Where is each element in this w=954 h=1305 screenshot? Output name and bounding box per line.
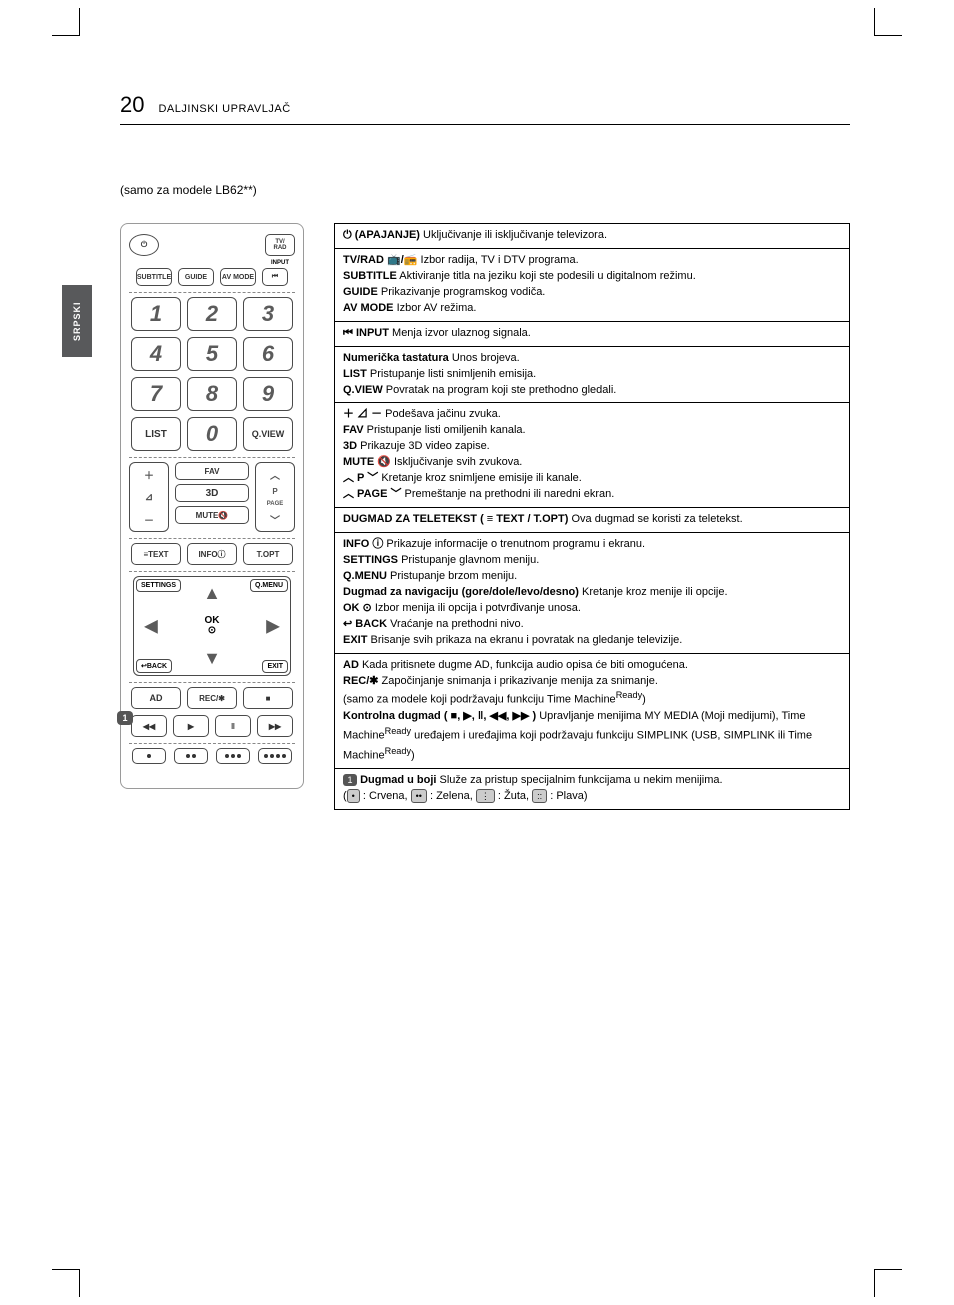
pause-button: ‖ xyxy=(215,715,251,737)
subtitle-button: SUBTITLE xyxy=(136,268,172,286)
qview-button: Q.VIEW xyxy=(243,417,293,451)
num-8: 8 xyxy=(187,377,237,411)
crop-mark xyxy=(52,8,80,36)
fav-button: FAV xyxy=(175,462,249,480)
desc-row: TV/RAD 📺/📻 Izbor radija, TV i DTV progra… xyxy=(335,249,849,322)
page: 20 DALJINSKI UPRAVLJAČ (samo za modele L… xyxy=(120,92,850,810)
callout-1: 1 xyxy=(117,711,133,725)
ffwd-button: ▶▶ xyxy=(257,715,293,737)
red-button xyxy=(132,748,166,764)
model-note: (samo za modele LB62**) xyxy=(120,183,850,197)
green-button xyxy=(174,748,208,764)
page-rocker: ︿PPAGE﹀ xyxy=(255,462,295,532)
num-1: 1 xyxy=(131,297,181,331)
topt-button: T.OPT xyxy=(243,543,293,565)
up-arrow-icon: ▲ xyxy=(203,583,221,604)
mute-button: MUTE 🔇 xyxy=(175,506,249,524)
back-button: ↩BACK xyxy=(136,659,172,673)
qmenu-button: Q.MENU xyxy=(250,579,288,592)
input-label: INPUT xyxy=(129,260,289,266)
text-button: ≡ TEXT xyxy=(131,543,181,565)
input-button: ⏮ xyxy=(262,268,288,286)
crop-mark xyxy=(874,1269,902,1297)
page-header: 20 DALJINSKI UPRAVLJAČ xyxy=(120,92,850,125)
desc-row: ⏻ (APAJANJE) Uključivanje ili isključiva… xyxy=(335,224,849,249)
crop-mark xyxy=(874,8,902,36)
3d-button: 3D xyxy=(175,484,249,502)
num-9: 9 xyxy=(243,377,293,411)
remote-illustration: ⏻ TV/ RAD INPUT SUBTITLE GUIDE AV MODE ⏮… xyxy=(120,223,316,810)
num-0: 0 xyxy=(187,417,237,451)
callout-1-badge: 1 xyxy=(343,774,357,786)
down-arrow-icon: ▼ xyxy=(203,648,221,669)
crop-mark xyxy=(52,1269,80,1297)
page-number: 20 xyxy=(120,92,144,118)
ok-button: OK⊙ xyxy=(205,616,220,636)
play-button: ▶ xyxy=(173,715,209,737)
num-3: 3 xyxy=(243,297,293,331)
info-button: INFO ⓘ xyxy=(187,543,237,565)
desc-row: ＋ ⊿ － Podešava jačinu zvuka. FAV Pristup… xyxy=(335,403,849,508)
blue-button xyxy=(258,748,292,764)
num-5: 5 xyxy=(187,337,237,371)
power-button: ⏻ xyxy=(129,234,159,256)
tv-rad-button: TV/ RAD xyxy=(265,234,295,256)
desc-row: 1 Dugmad u boji Služe za pristup specija… xyxy=(335,769,849,809)
exit-button: EXIT xyxy=(262,660,288,673)
volume-rocker: ＋⊿－ xyxy=(129,462,169,532)
desc-row: DUGMAD ZA TELETEKST ( ≡ TEXT / T.OPT) Ov… xyxy=(335,508,849,533)
avmode-button: AV MODE xyxy=(220,268,256,286)
rec-button: REC/✱ xyxy=(187,687,237,709)
ad-button: AD xyxy=(131,687,181,709)
language-tab: SRPSKI xyxy=(62,285,92,357)
right-arrow-icon: ▶ xyxy=(266,616,280,637)
num-7: 7 xyxy=(131,377,181,411)
color-buttons xyxy=(129,748,295,764)
description-table: ⏻ (APAJANJE) Uključivanje ili isključiva… xyxy=(334,223,850,810)
desc-row: INFO ⓘ Prikazuje informacije o trenutnom… xyxy=(335,533,849,654)
nav-dpad: SETTINGS Q.MENU ↩BACK EXIT ▲ ▼ ◀ ▶ OK⊙ xyxy=(133,576,291,676)
yellow-button xyxy=(216,748,250,764)
desc-row: ⏮ INPUT Menja izvor ulaznog signala. xyxy=(335,322,849,347)
stop-button: ■ xyxy=(243,687,293,709)
settings-button: SETTINGS xyxy=(136,579,181,592)
list-button: LIST xyxy=(131,417,181,451)
desc-row: Numerička tastatura Unos brojeva. LIST P… xyxy=(335,347,849,404)
num-4: 4 xyxy=(131,337,181,371)
num-2: 2 xyxy=(187,297,237,331)
left-arrow-icon: ◀ xyxy=(144,616,158,637)
desc-row: AD Kada pritisnete dugme AD, funkcija au… xyxy=(335,654,849,770)
page-title: DALJINSKI UPRAVLJAČ xyxy=(158,103,290,115)
num-6: 6 xyxy=(243,337,293,371)
guide-button: GUIDE xyxy=(178,268,214,286)
rewind-button: ◀◀ xyxy=(131,715,167,737)
